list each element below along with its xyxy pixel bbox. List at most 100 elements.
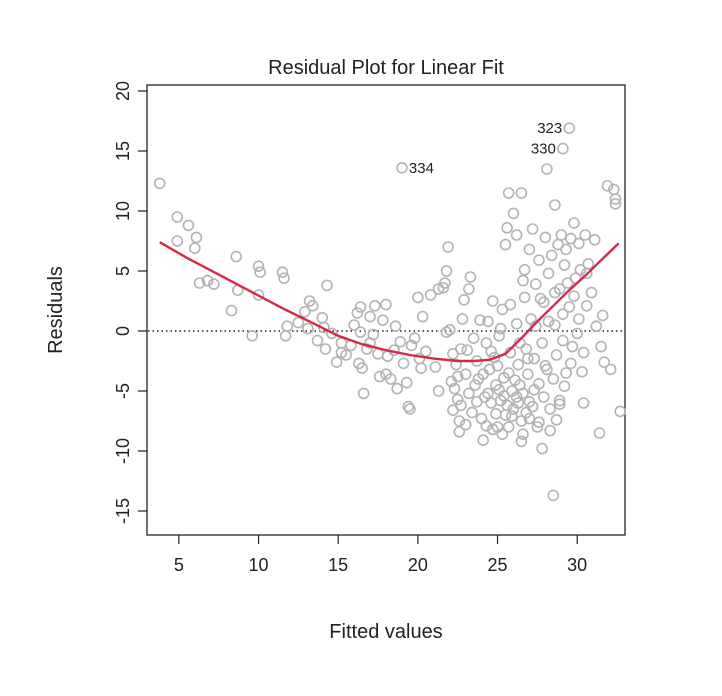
y-tick-label: 15 [113, 141, 133, 161]
residual-point [396, 162, 408, 174]
residual-point [254, 266, 266, 279]
residual-point [547, 373, 560, 385]
residual-point [153, 177, 166, 190]
residual-point [459, 368, 472, 381]
residual-point [536, 442, 548, 455]
y-tick-label: -10 [113, 438, 133, 464]
residual-point [614, 405, 627, 418]
residual-point [549, 199, 561, 211]
residual-point [321, 279, 333, 292]
residual-point [541, 163, 553, 175]
residual-point [539, 359, 552, 372]
residual-point [568, 290, 580, 303]
residual-point [402, 400, 415, 413]
residual-point [588, 234, 601, 246]
x-tick-label: 10 [249, 555, 269, 575]
residual-point [523, 243, 536, 256]
residual-point [190, 231, 203, 244]
residual-point [453, 425, 466, 438]
y-tick-label: 10 [113, 201, 133, 221]
residual-point [523, 412, 536, 425]
residual-point [302, 322, 314, 335]
residual-point [311, 334, 324, 347]
residual-point [252, 289, 265, 301]
residual-point [522, 368, 534, 381]
residual-point [604, 363, 617, 376]
residual-point [580, 267, 593, 280]
residual-point [502, 421, 515, 433]
residual-point [512, 397, 525, 409]
residual-point [549, 319, 561, 331]
residual-point [576, 365, 588, 378]
residual-point [509, 374, 521, 387]
residual-point [432, 283, 445, 295]
residual-point [517, 387, 529, 400]
residual-point [369, 299, 381, 312]
residual-point [354, 301, 367, 313]
residual-point [529, 320, 542, 333]
x-axis: 5 10 15 20 25 30 [174, 535, 587, 575]
residual-point [572, 313, 585, 325]
residual-point [474, 314, 486, 327]
residual-point [557, 142, 569, 155]
chart-title: Residual Plot for Linear Fit [268, 57, 504, 79]
residual-point [405, 339, 418, 352]
residual-point [512, 358, 525, 371]
residual-point [171, 235, 184, 247]
residual-point [475, 412, 488, 425]
residual-point [490, 407, 502, 420]
outlier-label: 323 [537, 120, 562, 137]
residual-point [348, 319, 360, 331]
residual-point [437, 281, 450, 294]
residual-point [351, 307, 364, 319]
residual-point [502, 187, 515, 199]
residual-point [397, 357, 410, 370]
residual-point [520, 343, 533, 355]
residual-point [496, 428, 509, 441]
residual-point [354, 326, 367, 339]
residual-point [565, 357, 577, 370]
residual-point [517, 274, 529, 287]
residual-point [590, 320, 603, 333]
residual-point [571, 327, 584, 340]
residual-point [553, 394, 566, 407]
residual-point [539, 231, 552, 244]
residual-point [498, 389, 510, 402]
residual-point [440, 326, 453, 339]
residual-point [364, 337, 376, 349]
outlier-label: 334 [409, 160, 434, 177]
residual-point [542, 315, 555, 328]
residual-point [455, 399, 467, 412]
residual-point [549, 286, 561, 299]
residual-point [536, 337, 548, 349]
residual-point [563, 122, 576, 134]
residual-point [461, 344, 474, 357]
residual-point [580, 299, 593, 312]
residual-point [491, 359, 504, 372]
residual-point [458, 293, 470, 306]
residual-point [440, 265, 453, 277]
residual-point [553, 398, 566, 411]
x-tick-label: 30 [567, 555, 587, 575]
residual-point [412, 291, 424, 304]
residual-point [568, 217, 580, 229]
residual-point [463, 387, 475, 400]
residual-point [467, 332, 480, 345]
residual-point [493, 329, 505, 342]
residual-point [364, 310, 376, 323]
residual-point [515, 435, 528, 448]
residual-point [501, 222, 513, 234]
residual-point [189, 242, 201, 254]
residual-point [459, 418, 472, 431]
residual-point [448, 382, 461, 395]
residual-point [380, 368, 392, 381]
residual-point [506, 410, 518, 423]
residual-point [278, 272, 290, 285]
residual-point [480, 419, 493, 432]
smoothed-fit-curve [159, 241, 620, 363]
residual-point [326, 327, 338, 340]
outlier-label: 330 [531, 141, 556, 158]
residual-point [335, 337, 348, 349]
residual-point [456, 313, 469, 325]
